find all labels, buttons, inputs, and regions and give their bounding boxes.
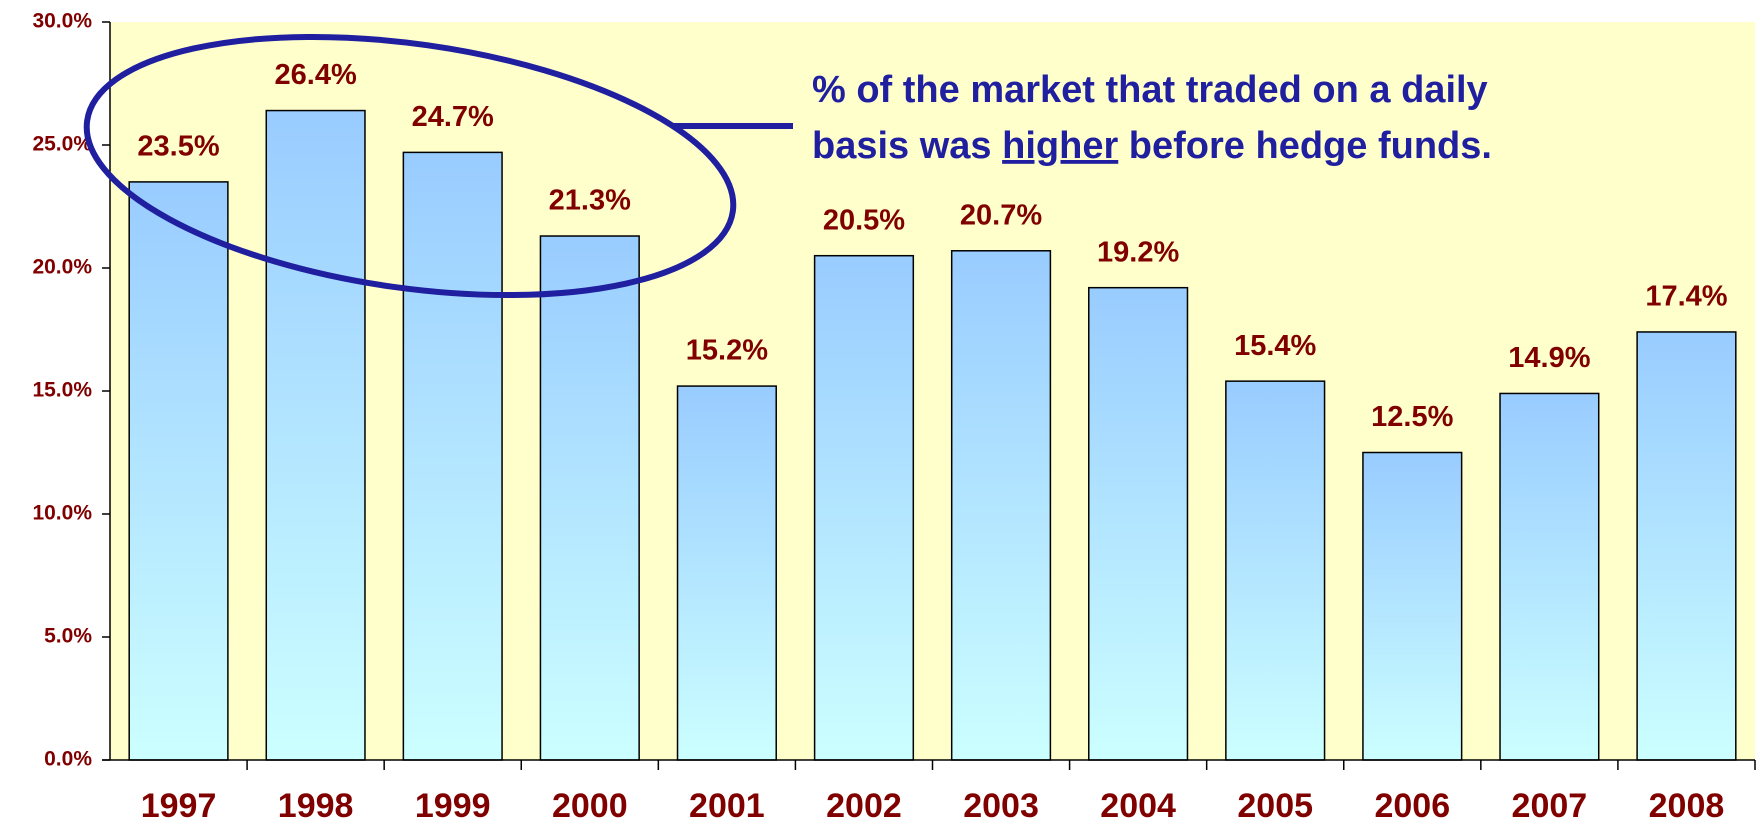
value-label: 14.9% (1508, 342, 1590, 374)
y-tick-label: 25.0% (32, 133, 92, 156)
annotation: % of the market that traded on a daily (812, 69, 1488, 111)
bar (1636, 331, 1737, 761)
y-tick-label: 20.0% (32, 256, 92, 279)
bar (676, 385, 777, 761)
value-label: 19.2% (1097, 236, 1179, 268)
value-label: 20.7% (960, 199, 1042, 231)
highlight-ellipse (83, 33, 737, 299)
y-tick-label: 10.0% (32, 502, 92, 525)
bar (539, 235, 640, 761)
value-label: 17.4% (1645, 281, 1727, 313)
x-tick-label: 1999 (415, 787, 491, 825)
bar (402, 151, 503, 761)
y-tick-label: 30.0% (32, 10, 92, 33)
x-tick-label: 2003 (963, 787, 1039, 825)
x-tick-label: 2002 (826, 787, 902, 825)
bar (1225, 380, 1326, 761)
bar (813, 254, 915, 761)
value-label: 23.5% (137, 131, 219, 163)
plot-area (110, 22, 1755, 760)
y-tick-label: 0.0% (44, 748, 92, 771)
value-label: 21.3% (549, 185, 631, 217)
bar (1499, 392, 1600, 761)
bar (1088, 286, 1189, 761)
x-tick-label: 1997 (141, 787, 217, 825)
value-label: 20.5% (823, 204, 905, 236)
value-label: 24.7% (412, 101, 494, 133)
annotation-part: basis was (812, 125, 1002, 167)
x-tick-label: 2005 (1237, 787, 1313, 825)
x-tick-label: 2006 (1374, 787, 1450, 825)
annotation: basis was higher before hedge funds. (812, 125, 1492, 167)
value-label: 12.5% (1371, 401, 1453, 433)
bar (128, 181, 229, 761)
annotation-part: before hedge funds. (1118, 125, 1492, 167)
x-tick-label: 2004 (1100, 787, 1176, 825)
annotation-emphasis: higher (1002, 125, 1118, 167)
x-tick-label: 2001 (689, 787, 765, 825)
bar (1362, 451, 1463, 761)
bar (950, 250, 1052, 761)
x-tick-label: 1998 (278, 787, 354, 825)
value-label: 15.4% (1234, 330, 1316, 362)
y-tick-label: 5.0% (44, 625, 92, 648)
value-label: 15.2% (686, 335, 768, 367)
x-tick-label: 2008 (1649, 787, 1725, 825)
bar (265, 109, 366, 761)
y-tick-label: 15.0% (32, 379, 92, 402)
x-tick-label: 2000 (552, 787, 628, 825)
x-tick-label: 2007 (1512, 787, 1588, 825)
value-label: 26.4% (275, 59, 357, 91)
